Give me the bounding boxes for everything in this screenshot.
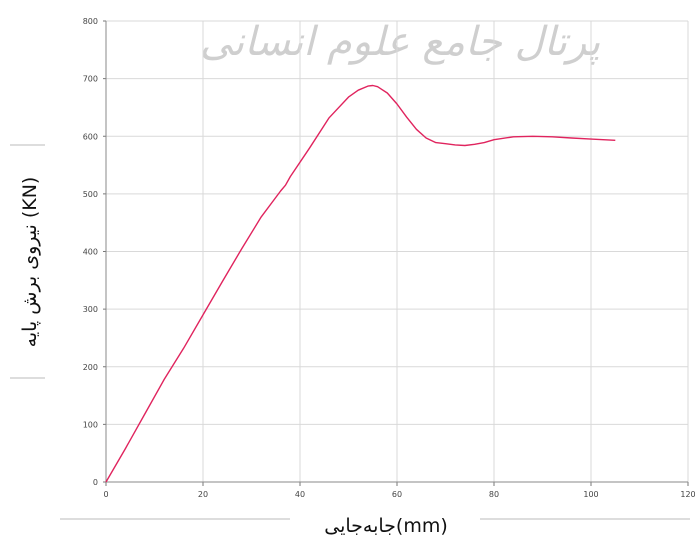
- y-tick-labels: 0 100 200 300 400 500 600 700 800: [83, 17, 98, 487]
- y-tick-label: 100: [83, 420, 98, 429]
- y-tick-label: 0: [93, 478, 98, 487]
- y-tick-label: 700: [83, 75, 98, 84]
- x-tick-labels: 0 20 40 60 80 100 120: [103, 490, 695, 499]
- y-tick-label: 600: [83, 132, 98, 141]
- x-tick-label: 80: [489, 490, 499, 499]
- x-tick-label: 120: [680, 490, 695, 499]
- y-tick-label: 800: [83, 17, 98, 26]
- grid-lines: [106, 20, 689, 483]
- y-tick-label: 300: [83, 305, 98, 314]
- x-axis-title: جابه‌جایی(mm): [324, 515, 448, 537]
- y-tick-label: 400: [83, 248, 98, 257]
- watermark-text: پرتال جامع علوم انسانی: [200, 19, 601, 65]
- x-tick-label: 100: [583, 490, 598, 499]
- x-tick-label: 0: [103, 490, 108, 499]
- x-tick-label: 60: [392, 490, 402, 499]
- series-line-0: [105, 84, 616, 483]
- y-tick-label: 500: [83, 190, 98, 199]
- x-tick-label: 20: [198, 490, 208, 499]
- axes: [103, 20, 689, 486]
- y-axis-title: نیروی برش پایه (KN): [19, 177, 41, 348]
- y-tick-label: 200: [83, 363, 98, 372]
- x-tick-label: 40: [295, 490, 305, 499]
- series-group: [105, 84, 616, 483]
